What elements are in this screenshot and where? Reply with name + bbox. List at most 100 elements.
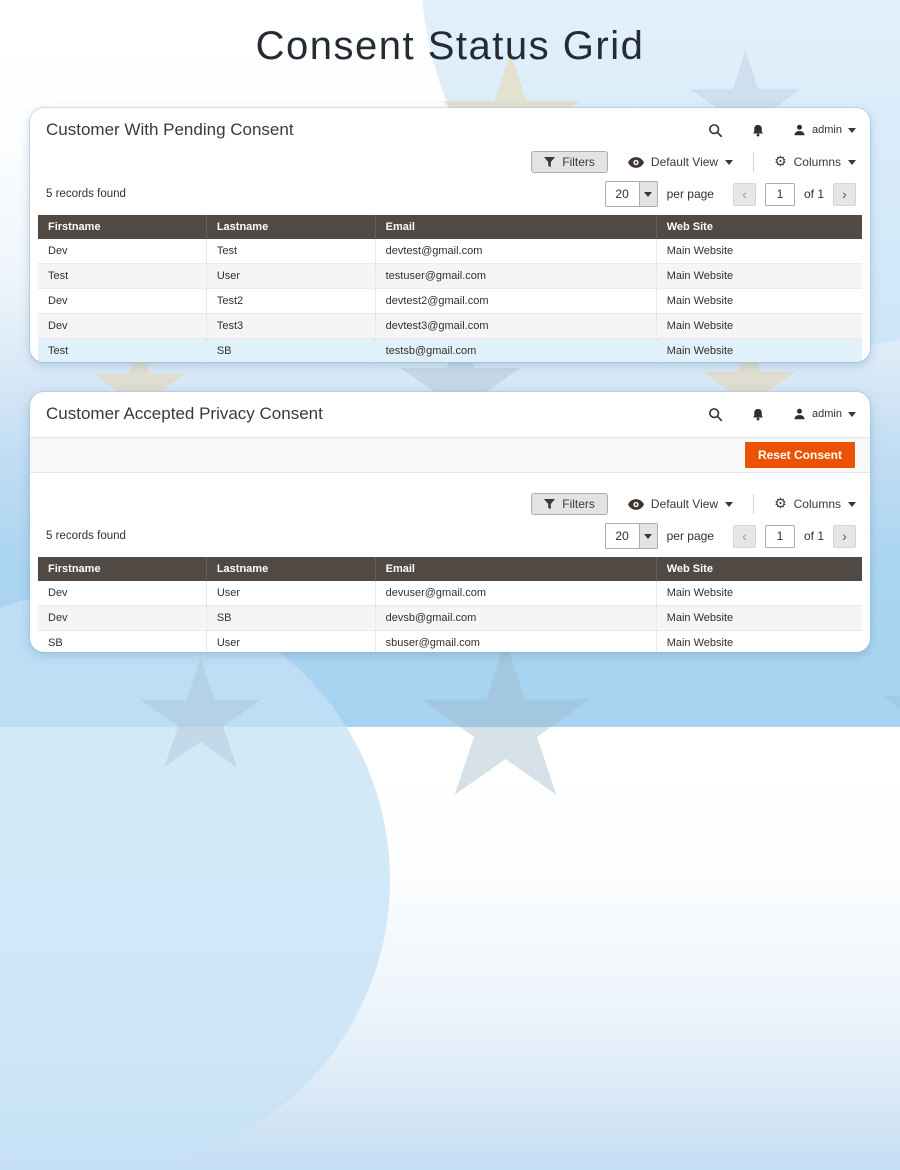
- caret-down-icon: [725, 501, 734, 507]
- filters-button-label: Filters: [562, 155, 595, 169]
- table-row[interactable]: Dev Test devtest@gmail.com Main Website: [38, 239, 862, 264]
- column-header-email[interactable]: Email: [374, 215, 657, 239]
- default-view-button[interactable]: Default View: [627, 497, 734, 511]
- accepted-consent-table: Firstname Lastname Email Web Site Dev User dev…: [38, 557, 862, 652]
- caret-down-icon: [848, 411, 856, 417]
- column-header-web-site[interactable]: Web Site: [655, 557, 862, 581]
- default-view-label: Default View: [650, 155, 719, 169]
- toolbar-divider: [753, 152, 755, 172]
- columns-button[interactable]: ⚙ Columns: [774, 497, 856, 511]
- records-found-label: 5 records found: [46, 188, 126, 200]
- table-cell: SB: [205, 338, 376, 362]
- table-cell: Test: [38, 263, 207, 289]
- caret-down-icon: [848, 159, 856, 165]
- column-header-firstname[interactable]: Firstname: [38, 215, 207, 239]
- per-page-value: 20: [615, 529, 629, 543]
- table-cell: User: [205, 263, 376, 289]
- grid-toolbar: Filters Default View ⚙ Columns: [46, 493, 856, 515]
- table-row[interactable]: Dev Test3 devtest3@gmail.com Main Website: [38, 313, 862, 339]
- default-view-button[interactable]: Default View: [627, 155, 734, 169]
- toolbar-divider: [753, 494, 755, 514]
- column-header-web-site[interactable]: Web Site: [655, 215, 862, 239]
- grid-meta-row: 5 records found 20 per page ‹ of 1 ›: [46, 523, 856, 549]
- table-cell: Dev: [38, 605, 207, 631]
- table-cell: Dev: [38, 313, 207, 339]
- column-header-email[interactable]: Email: [374, 557, 657, 581]
- table-cell: Main Website: [655, 288, 862, 314]
- caret-down-icon: [848, 127, 856, 133]
- column-header-lastname[interactable]: Lastname: [205, 215, 376, 239]
- columns-button[interactable]: ⚙ Columns: [774, 155, 856, 169]
- filters-button[interactable]: Filters: [531, 151, 608, 173]
- table-header-row: Firstname Lastname Email Web Site: [38, 557, 862, 581]
- background-circle: [0, 590, 390, 1170]
- reset-consent-button[interactable]: Reset Consent: [744, 442, 855, 468]
- column-header-lastname[interactable]: Lastname: [205, 557, 376, 581]
- table-cell: Dev: [38, 288, 207, 314]
- columns-label: Columns: [793, 497, 841, 511]
- table-cell: devtest2@gmail.com: [374, 288, 657, 314]
- star-decoration: [140, 658, 261, 768]
- previous-page-button[interactable]: ‹: [732, 524, 756, 548]
- bell-icon[interactable]: [751, 123, 765, 138]
- caret-down-icon: [848, 501, 856, 507]
- page-number-input[interactable]: [764, 182, 795, 206]
- admin-account-menu[interactable]: admin: [793, 123, 856, 137]
- table-cell: devtest@gmail.com: [374, 239, 657, 264]
- table-cell: Main Website: [655, 605, 862, 631]
- accepted-consent-card: Customer Accepted Privacy Consent admin …: [30, 392, 870, 652]
- page-number-input[interactable]: [764, 524, 795, 548]
- filter-icon: [544, 498, 556, 510]
- table-cell: sbuser@gmail.com: [374, 630, 657, 652]
- grid-table-wrap: Firstname Lastname Email Web Site Dev User dev…: [38, 557, 862, 652]
- grid-meta-row: 5 records found 20 per page ‹ of 1 ›: [46, 181, 856, 207]
- table-cell: Main Website: [655, 313, 862, 339]
- per-page-select[interactable]: 20: [604, 523, 658, 549]
- admin-header: admin: [708, 123, 856, 138]
- table-row[interactable]: Test User testuser@gmail.com Main Website: [38, 263, 862, 289]
- table-cell: devsb@gmail.com: [374, 605, 657, 631]
- table-row[interactable]: Dev Test2 devtest2@gmail.com Main Website: [38, 288, 862, 314]
- table-cell: Main Website: [655, 239, 862, 264]
- filter-icon: [544, 156, 556, 168]
- admin-header: admin: [708, 407, 856, 422]
- table-cell: Main Website: [655, 630, 862, 652]
- per-page-label: per page: [666, 187, 714, 201]
- table-row[interactable]: Dev SB devsb@gmail.com Main Website: [38, 605, 862, 631]
- gear-icon: ⚙: [774, 154, 787, 170]
- table-cell: Main Website: [655, 581, 862, 606]
- per-page-select[interactable]: 20: [604, 181, 658, 207]
- admin-username: admin: [812, 124, 842, 136]
- grid-table-wrap: Firstname Lastname Email Web Site Dev Test dev…: [38, 215, 862, 362]
- table-row[interactable]: Test SB testsb@gmail.com Main Website: [38, 338, 862, 362]
- next-page-button[interactable]: ›: [833, 182, 856, 206]
- previous-page-button[interactable]: ‹: [732, 182, 756, 206]
- search-icon[interactable]: [708, 407, 723, 422]
- per-page-label: per page: [666, 529, 714, 543]
- column-header-firstname[interactable]: Firstname: [38, 557, 207, 581]
- next-page-button[interactable]: ›: [833, 524, 856, 548]
- table-header-row: Firstname Lastname Email Web Site: [38, 215, 862, 239]
- pagination: 20 per page ‹ of 1 ›: [604, 181, 856, 207]
- pagination: 20 per page ‹ of 1 ›: [604, 523, 856, 549]
- table-cell: Test2: [205, 288, 376, 314]
- grid-title-accepted: Customer Accepted Privacy Consent: [46, 404, 323, 423]
- table-cell: Main Website: [655, 338, 862, 362]
- table-row[interactable]: SB User sbuser@gmail.com Main Website: [38, 630, 862, 652]
- grid-title-pending: Customer With Pending Consent: [46, 120, 294, 139]
- bell-icon[interactable]: [751, 407, 765, 422]
- eye-icon: [627, 156, 644, 168]
- table-row[interactable]: Dev User devuser@gmail.com Main Website: [38, 581, 862, 606]
- star-decoration: [882, 655, 900, 763]
- grid-toolbar: Filters Default View ⚙ Columns: [46, 151, 856, 173]
- filters-button[interactable]: Filters: [531, 493, 608, 515]
- search-icon[interactable]: [708, 123, 723, 138]
- records-found-label: 5 records found: [46, 530, 126, 542]
- gear-icon: ⚙: [774, 496, 787, 512]
- table-cell: testsb@gmail.com: [374, 338, 657, 362]
- default-view-label: Default View: [650, 497, 719, 511]
- user-icon: [793, 123, 806, 137]
- grid-action-bar: Reset Consent: [30, 437, 870, 473]
- table-cell: Dev: [38, 581, 207, 606]
- admin-account-menu[interactable]: admin: [793, 407, 856, 421]
